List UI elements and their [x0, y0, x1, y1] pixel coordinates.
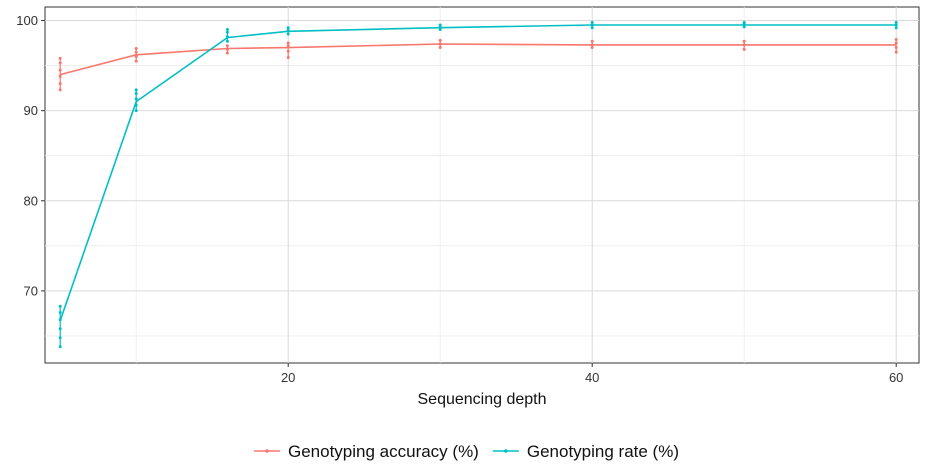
x-tick-label: 40: [585, 370, 599, 385]
data-point-rate: [58, 345, 62, 349]
data-point-accuracy: [742, 39, 746, 43]
series-lines: [59, 24, 897, 321]
data-point-accuracy: [58, 88, 62, 92]
legend-label: Genotyping rate (%): [527, 442, 679, 461]
plot-panel-border: [44, 6, 920, 364]
y-tick-label: 80: [24, 193, 38, 208]
axis-ticks: 70 80 90 100 20 40 60: [16, 13, 903, 385]
data-point-accuracy: [894, 41, 898, 45]
data-point-rate: [225, 28, 229, 32]
legend-item-rate: Genotyping rate (%): [492, 442, 679, 461]
data-point-rate: [58, 304, 62, 308]
legend-key-point-rate: [504, 449, 508, 453]
data-point-accuracy: [438, 42, 442, 46]
legend-label: Genotyping accuracy (%): [288, 442, 479, 461]
data-point-accuracy: [58, 68, 62, 72]
x-tick-label: 60: [889, 370, 903, 385]
data-point-accuracy: [134, 46, 138, 50]
y-tick-label: 100: [16, 13, 38, 28]
grid-lines: [45, 7, 919, 363]
data-point-accuracy: [225, 51, 229, 55]
series-line-rate: [59, 24, 897, 321]
data-point-rate: [590, 20, 594, 24]
legend-item-accuracy: Genotyping accuracy (%): [253, 442, 479, 461]
data-point-accuracy: [894, 37, 898, 41]
data-point-accuracy: [742, 47, 746, 51]
data-point-accuracy: [286, 44, 290, 48]
x-tick-label: 20: [281, 370, 295, 385]
data-point-rate: [134, 103, 138, 107]
data-point-accuracy: [438, 38, 442, 42]
data-point-rate: [134, 88, 138, 92]
data-point-accuracy: [286, 55, 290, 59]
data-point-rate: [286, 26, 290, 30]
data-point-accuracy: [742, 43, 746, 47]
legend-key-point-accuracy: [265, 449, 269, 453]
data-point-rate: [286, 28, 290, 32]
data-point-rate: [134, 109, 138, 113]
data-point-rate: [742, 25, 746, 29]
data-point-accuracy: [590, 46, 594, 50]
data-point-rate: [134, 92, 138, 96]
data-point-accuracy: [58, 56, 62, 60]
data-point-rate: [742, 20, 746, 24]
data-point-accuracy: [590, 43, 594, 47]
data-point-accuracy: [58, 82, 62, 86]
data-point-rate: [286, 32, 290, 36]
y-tick-label: 90: [24, 103, 38, 118]
data-point-accuracy: [58, 74, 62, 78]
data-point-rate: [225, 30, 229, 34]
data-point-accuracy: [225, 47, 229, 51]
data-point-accuracy: [58, 61, 62, 65]
data-point-rate: [894, 26, 898, 30]
x-axis-title: Sequencing depth: [418, 391, 547, 408]
data-point-accuracy: [438, 46, 442, 50]
data-point-rate: [58, 336, 62, 340]
series-points: [58, 20, 898, 349]
data-point-rate: [590, 26, 594, 30]
data-point-rate: [590, 23, 594, 27]
data-point-accuracy: [590, 39, 594, 43]
data-point-accuracy: [286, 49, 290, 53]
data-point-accuracy: [286, 41, 290, 45]
data-point-rate: [438, 28, 442, 32]
y-tick-label: 70: [24, 283, 38, 298]
data-point-rate: [225, 35, 229, 39]
data-point-rate: [58, 327, 62, 331]
data-point-rate: [894, 20, 898, 24]
data-point-rate: [225, 39, 229, 43]
data-point-accuracy: [134, 50, 138, 54]
data-point-accuracy: [894, 50, 898, 54]
legend: Genotyping accuracy (%) Genotyping rate (…: [253, 442, 679, 461]
data-point-rate: [134, 97, 138, 101]
data-point-accuracy: [134, 55, 138, 59]
data-point-rate: [894, 23, 898, 27]
data-point-rate: [58, 318, 62, 322]
data-point-accuracy: [134, 59, 138, 63]
data-point-rate: [438, 23, 442, 27]
data-point-accuracy: [894, 46, 898, 50]
data-point-rate: [58, 311, 62, 315]
data-point-accuracy: [225, 44, 229, 48]
series-line-accuracy: [59, 43, 897, 76]
